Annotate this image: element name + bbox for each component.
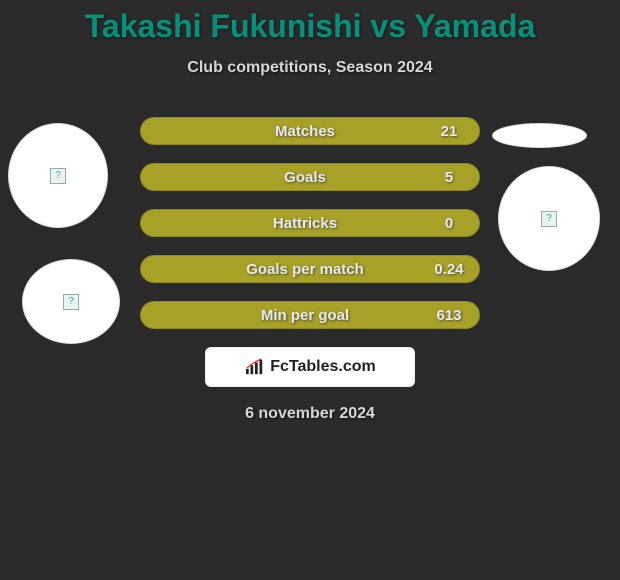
stat-row: Goals 5 bbox=[140, 163, 480, 191]
brand-badge: FcTables.com bbox=[205, 347, 415, 387]
bar-chart-icon bbox=[244, 358, 266, 376]
stat-value: 5 bbox=[429, 169, 479, 186]
stat-row: Matches 21 bbox=[140, 117, 480, 145]
stat-label: Matches bbox=[141, 123, 429, 140]
missing-image-icon: ? bbox=[63, 294, 79, 310]
page-title: Takashi Fukunishi vs Yamada bbox=[0, 0, 620, 45]
missing-image-icon: ? bbox=[541, 211, 557, 227]
player-avatar-right-top bbox=[492, 123, 587, 148]
stats-panel: Matches 21 Goals 5 Hattricks 0 Goals per… bbox=[140, 117, 480, 329]
missing-image-icon: ? bbox=[50, 168, 66, 184]
stat-row: Min per goal 613 bbox=[140, 301, 480, 329]
player-avatar-left-bottom: ? bbox=[22, 259, 120, 344]
stat-value: 0.24 bbox=[429, 261, 479, 278]
stat-value: 613 bbox=[429, 307, 479, 324]
stat-label: Goals per match bbox=[141, 261, 429, 278]
stat-value: 21 bbox=[429, 123, 479, 140]
stat-value: 0 bbox=[429, 215, 479, 232]
stat-label: Min per goal bbox=[141, 307, 429, 324]
stat-label: Hattricks bbox=[141, 215, 429, 232]
stat-row: Goals per match 0.24 bbox=[140, 255, 480, 283]
stat-row: Hattricks 0 bbox=[140, 209, 480, 237]
brand-text: FcTables.com bbox=[270, 358, 376, 376]
player-avatar-right: ? bbox=[498, 166, 600, 271]
player-avatar-left-top: ? bbox=[8, 123, 108, 228]
stat-label: Goals bbox=[141, 169, 429, 186]
subtitle: Club competitions, Season 2024 bbox=[0, 59, 620, 77]
date-text: 6 november 2024 bbox=[0, 405, 620, 423]
